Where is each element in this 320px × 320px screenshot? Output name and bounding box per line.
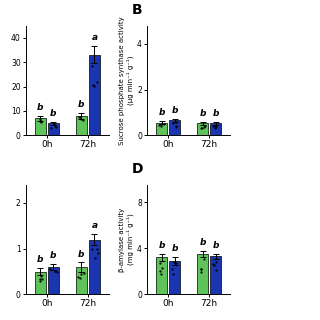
Y-axis label: Sucrose phosphate synthase activity
(μg min⁻¹ g⁻¹): Sucrose phosphate synthase activity (μg … <box>119 16 134 145</box>
Bar <box>156 123 167 135</box>
Text: D: D <box>132 162 143 176</box>
Text: b: b <box>199 109 206 118</box>
Bar <box>169 120 180 135</box>
Y-axis label: β-amylase activity
(mg min⁻¹ g⁻¹): β-amylase activity (mg min⁻¹ g⁻¹) <box>119 207 134 272</box>
Bar <box>76 116 87 135</box>
Bar <box>76 267 87 294</box>
Text: b: b <box>158 241 165 250</box>
Text: a: a <box>92 221 98 230</box>
Text: b: b <box>78 250 84 259</box>
Text: b: b <box>37 103 44 112</box>
Bar <box>156 258 167 294</box>
Bar <box>48 267 59 294</box>
Text: b: b <box>172 106 178 115</box>
Text: a: a <box>92 34 98 43</box>
Bar <box>197 124 208 135</box>
Text: b: b <box>158 108 165 117</box>
Text: b: b <box>37 255 44 264</box>
Bar <box>35 272 46 294</box>
Text: B: B <box>132 3 142 17</box>
Text: b: b <box>199 238 206 247</box>
Text: b: b <box>172 244 178 253</box>
Bar <box>210 256 221 294</box>
Bar <box>48 123 59 135</box>
Text: b: b <box>50 251 57 260</box>
Bar <box>89 240 100 294</box>
Bar <box>169 261 180 294</box>
Bar <box>210 124 221 135</box>
Text: b: b <box>212 109 219 118</box>
Text: b: b <box>78 100 84 109</box>
Text: b: b <box>50 109 57 118</box>
Bar <box>197 254 208 294</box>
Text: b: b <box>212 241 219 250</box>
Bar <box>35 118 46 135</box>
Bar <box>89 55 100 135</box>
